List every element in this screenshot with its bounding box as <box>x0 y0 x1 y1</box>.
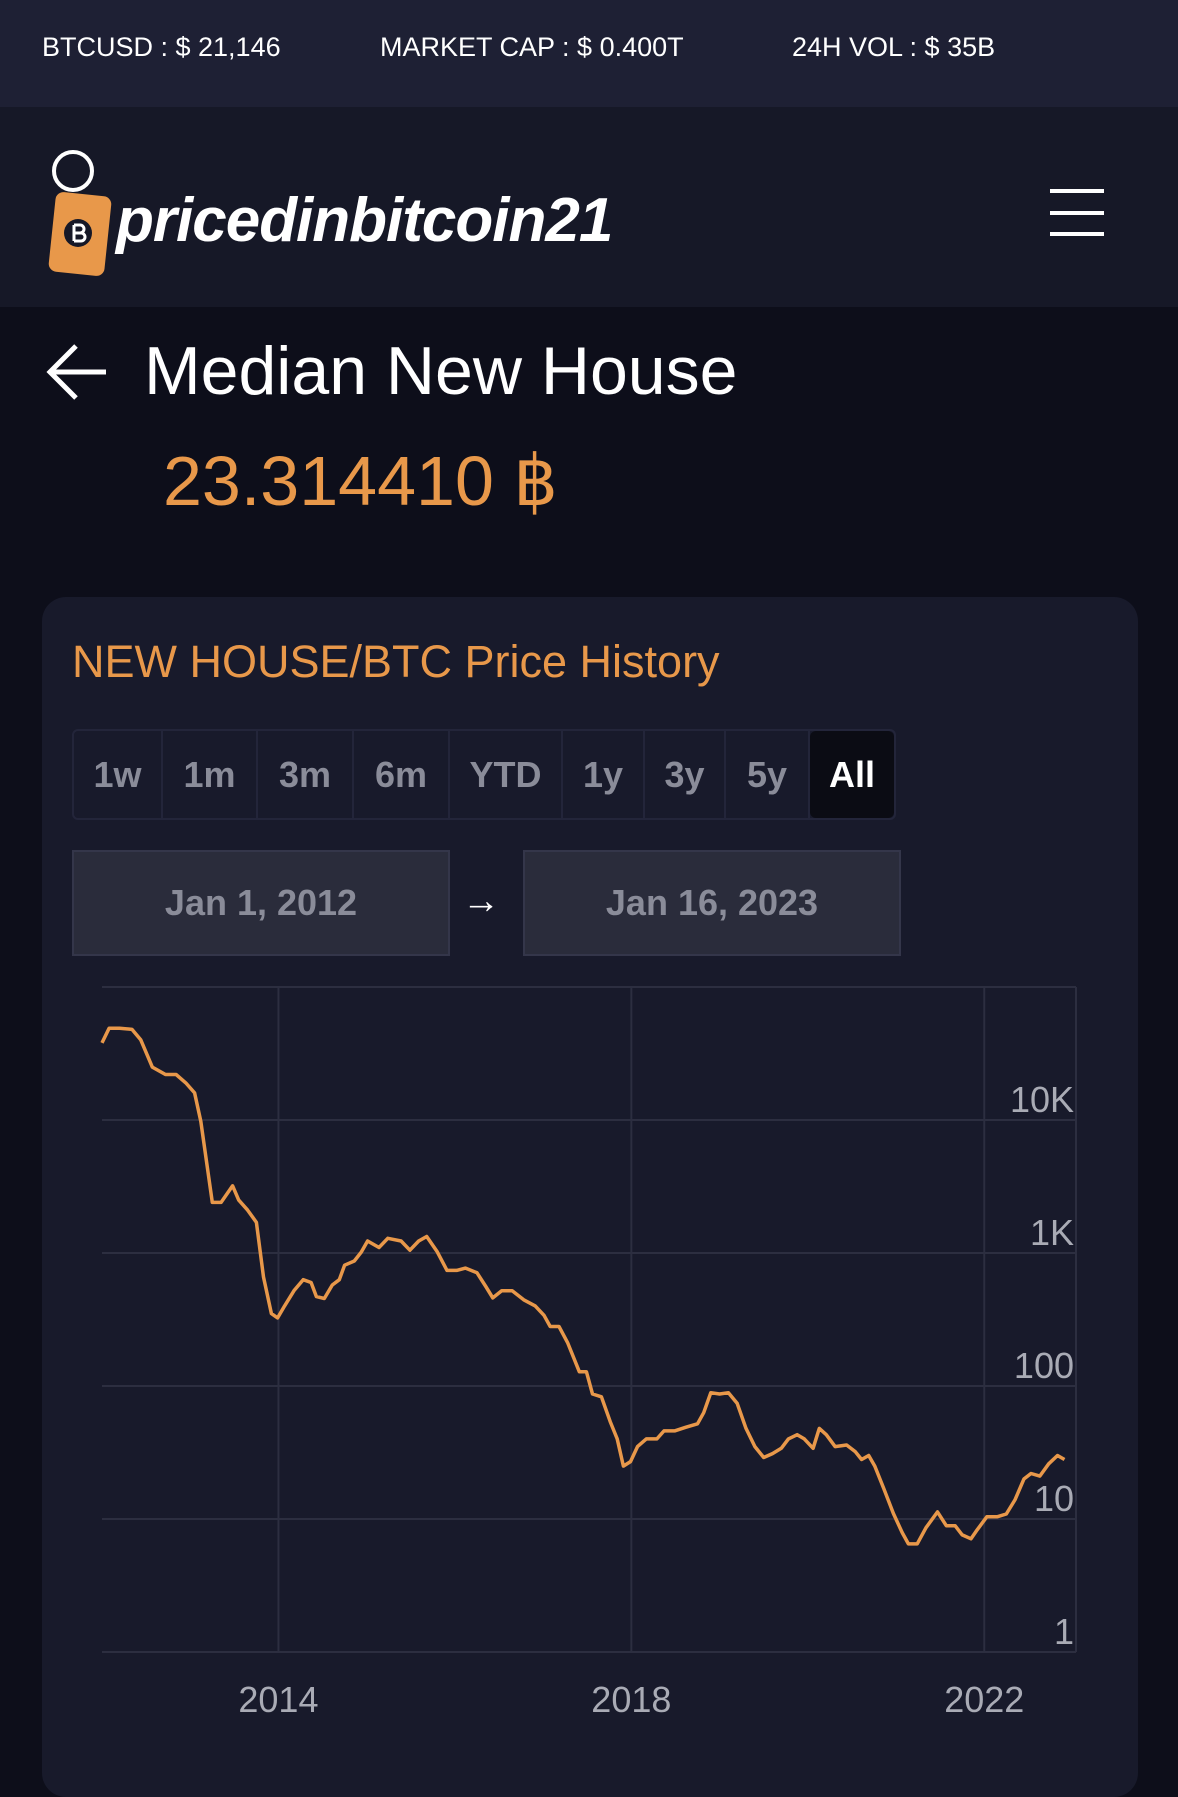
back-button[interactable] <box>46 342 110 402</box>
ticker-bar: BTCUSD : $ 21,146 MARKET CAP : $ 0.400T … <box>0 0 1178 107</box>
brand-name[interactable]: pricedinbitcoin21 <box>116 186 613 255</box>
range-button[interactable]: 1w <box>74 731 163 818</box>
range-button[interactable]: 1y <box>563 731 645 818</box>
range-button[interactable]: YTD <box>450 731 563 818</box>
range-button[interactable]: 5y <box>726 731 810 818</box>
market-cap: MARKET CAP : $ 0.400T <box>380 32 684 62</box>
x-tick-label: 2014 <box>238 1679 318 1720</box>
date-arrow: → <box>462 880 500 922</box>
range-button[interactable]: 3m <box>258 731 354 818</box>
range-selector: 1w 1m 3m 6m YTD 1y 3y 5y All <box>72 729 896 820</box>
y-tick-label: 100 <box>1014 1345 1074 1386</box>
range-button[interactable]: 1m <box>163 731 258 818</box>
range-button[interactable]: 6m <box>354 731 450 818</box>
nav-bar: pricedinbitcoin21 <box>0 107 1178 307</box>
start-date[interactable]: Jan 1, 2012 <box>72 850 450 956</box>
logo-icon[interactable] <box>44 149 114 279</box>
y-tick-label: 10K <box>1010 1079 1074 1120</box>
range-button[interactable]: All <box>810 731 894 818</box>
price-line <box>100 1026 1066 1546</box>
btc-price: BTCUSD : $ 21,146 <box>42 32 281 62</box>
volume: 24H VOL : $ 35B <box>792 32 996 62</box>
menu-button[interactable] <box>1048 187 1106 237</box>
range-button[interactable]: 3y <box>645 731 726 818</box>
end-date[interactable]: Jan 16, 2023 <box>523 850 901 956</box>
y-tick-label: 10 <box>1034 1478 1074 1519</box>
page-title: Median New House <box>144 333 738 409</box>
y-tick-label: 1K <box>1030 1212 1074 1253</box>
chart-title: NEW HOUSE/BTC Price History <box>72 636 720 687</box>
btc-value: 23.314410 ฿ <box>163 442 558 520</box>
x-tick-label: 2022 <box>944 1679 1024 1720</box>
y-tick-label: 1 <box>1054 1611 1074 1652</box>
x-tick-label: 2018 <box>591 1679 671 1720</box>
